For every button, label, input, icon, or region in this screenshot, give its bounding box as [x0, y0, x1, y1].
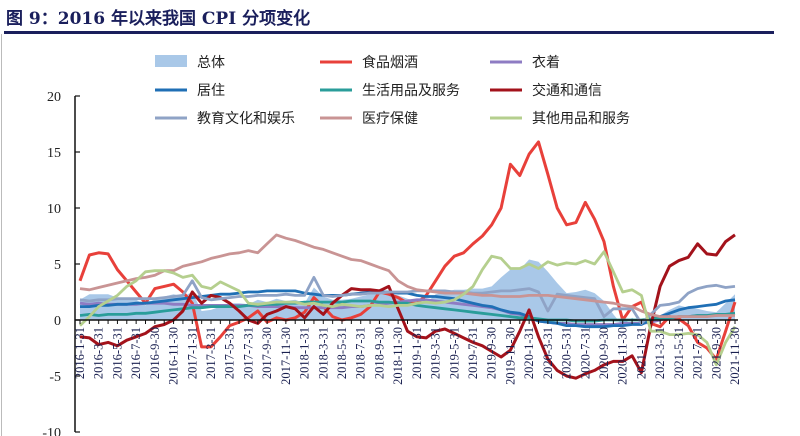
- x-tick-label: 2021-5-31: [672, 327, 686, 379]
- x-tick-label: 2020-1-31: [522, 327, 536, 379]
- x-tick-label: 2016-3-31: [92, 327, 106, 379]
- x-tick-label: 2020-5-31: [560, 327, 574, 379]
- x-tick-label: 2020-7-31: [578, 327, 592, 379]
- legend-label: 食品烟酒: [362, 54, 418, 71]
- x-tick-label: 2019-7-31: [466, 327, 480, 379]
- x-tick-label: 2017-11-30: [279, 327, 293, 385]
- x-tick-label: 2018-3-31: [316, 327, 330, 379]
- series-line-2: [79, 298, 735, 326]
- x-tick-label: 2016-1-31: [73, 327, 87, 379]
- x-tick-label: 2020-9-30: [597, 327, 611, 379]
- x-tick-label: 2019-5-31: [447, 327, 461, 379]
- x-tick-label: 2021-3-31: [653, 327, 667, 379]
- y-tick-label: 20: [47, 90, 61, 105]
- legend-swatch-area: [155, 55, 187, 67]
- y-tick-label: 10: [47, 202, 61, 217]
- x-tick-label: 2017-5-31: [223, 327, 237, 379]
- legend-label: 生活用品及服务: [362, 83, 460, 99]
- series-line-8: [79, 250, 737, 367]
- y-tick-label: -10: [42, 426, 61, 436]
- legend-label: 总体: [197, 55, 225, 71]
- y-tick-label: 5: [54, 258, 61, 273]
- x-tick-label: 2020-3-31: [541, 327, 555, 379]
- legend-label: 居住: [197, 83, 225, 99]
- x-tick-label: 2016-7-31: [129, 327, 143, 379]
- x-tick-label: 2019-9-30: [485, 327, 499, 379]
- x-tick-label: 2018-1-31: [298, 327, 312, 379]
- x-tick-label: 2016-11-30: [167, 327, 181, 385]
- x-tick-label: 2016-9-30: [148, 327, 162, 379]
- x-tick-label: 2016-5-31: [110, 327, 124, 379]
- x-tick-label: 2018-7-31: [354, 327, 368, 379]
- y-tick-label: 15: [47, 146, 61, 161]
- figure-title: 图 9：2016 年以来我国 CPI 分项变化: [6, 9, 311, 29]
- x-tick-label: 2019-1-31: [410, 327, 424, 379]
- y-tick-label: -5: [49, 370, 61, 385]
- legend-label: 衣着: [532, 55, 560, 71]
- x-tick-label: 2018-5-31: [335, 327, 349, 379]
- x-tick-label: 2021-7-31: [691, 327, 705, 379]
- x-tick-label: 2018-9-30: [372, 327, 386, 379]
- x-tick-label: 2017-3-31: [204, 327, 218, 379]
- series-line-7: [79, 233, 735, 318]
- x-tick-label: 2019-3-31: [429, 327, 443, 379]
- left-border: [1, 34, 2, 436]
- legend-label: 其他用品和服务: [532, 111, 630, 127]
- x-tick-label: 2020-11-30: [616, 327, 630, 385]
- x-tick-label: 2017-7-31: [241, 327, 255, 379]
- x-tick-label: 2017-1-31: [185, 327, 199, 379]
- series-line-6: [79, 276, 736, 325]
- legend-label: 教育文化和娱乐: [197, 111, 295, 127]
- x-tick-label: 2017-9-30: [260, 327, 274, 379]
- x-tick-label: 2021-11-30: [728, 327, 742, 385]
- x-tick-label: 2021-9-30: [709, 327, 723, 379]
- legend-label: 交通和通信: [532, 82, 602, 99]
- y-tick-label: 0: [54, 314, 61, 329]
- x-tick-label: 2019-11-30: [503, 327, 517, 385]
- series-line-1: [78, 140, 737, 361]
- series-line-5: [79, 233, 736, 380]
- title-underline: [4, 31, 774, 34]
- series-area-overall: [80, 259, 735, 326]
- x-tick-label: 2021-1-31: [634, 327, 648, 379]
- x-tick-label: 2018-11-30: [391, 327, 405, 385]
- legend-label: 医疗保健: [362, 111, 418, 127]
